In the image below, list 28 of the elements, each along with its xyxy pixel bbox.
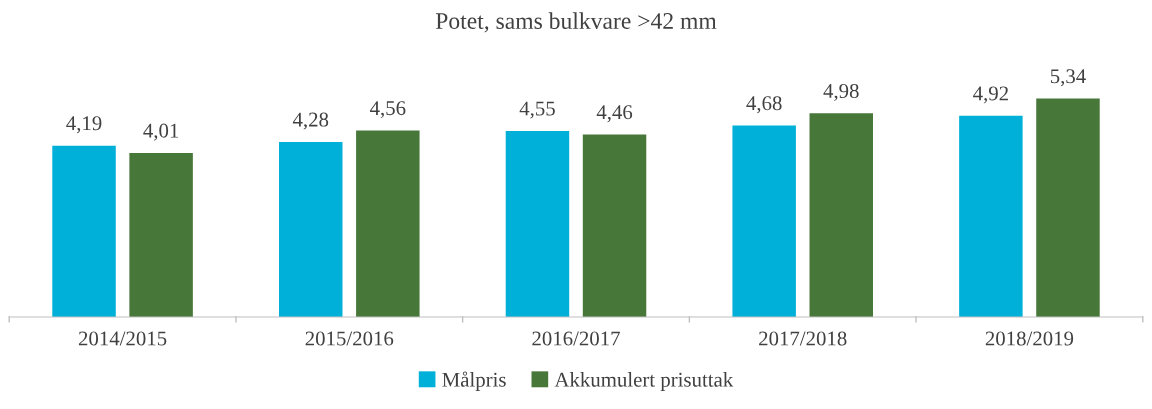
x-tick-label: 2014/2015 [78,331,167,346]
data-label: 4,92 [973,86,1008,104]
data-label: 5,34 [1050,69,1086,87]
bar [732,125,796,317]
bar [582,134,647,317]
bar [52,145,116,317]
data-label: 4,68 [746,96,782,114]
data-label: 4,55 [519,101,555,119]
data-label: 4,46 [596,105,633,123]
data-label: 4,01 [143,123,179,141]
x-tick-label: 2015/2016 [305,331,394,346]
data-label: 4,28 [292,112,329,130]
x-tick-label: 2017/2018 [759,331,847,346]
bar [129,153,193,317]
data-label: 4,98 [823,83,859,101]
bar [505,130,570,317]
bar [279,141,343,317]
bar [1036,98,1100,317]
bar [959,115,1023,317]
x-tick-label: 2018/2019 [985,331,1074,346]
legend-label: Akkumulert prisuttak [554,372,734,391]
bar [809,113,873,317]
data-label: 4,19 [66,116,102,134]
x-tick-label: 2016/2017 [532,331,620,346]
bar [356,130,420,317]
chart-title: Potet, sams bulkvare >42 mm [435,12,717,33]
legend-label: Målpris [442,371,506,391]
data-label: 4,56 [370,101,406,119]
